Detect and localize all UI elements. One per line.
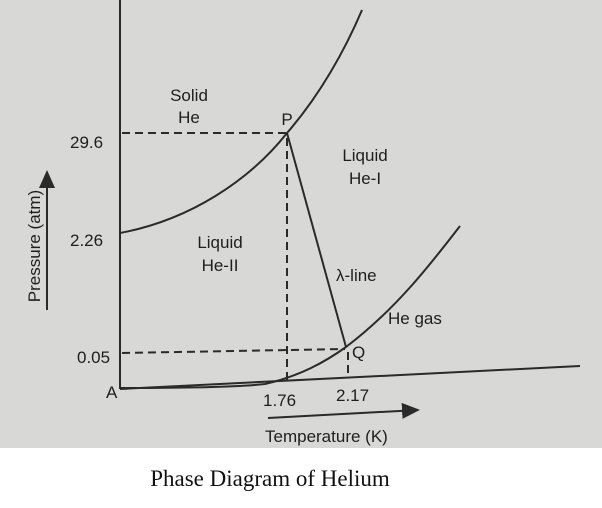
x-tick-label: 2.17 (336, 386, 369, 405)
point-label: Q (352, 343, 365, 362)
region-label: Liquid (342, 146, 387, 165)
x-axis-title: Temperature (K) (265, 427, 388, 446)
x-tick-label: 1.76 (263, 391, 296, 410)
region-label: Solid (170, 86, 208, 105)
point-label: P (281, 110, 292, 129)
region-label: He-I (349, 169, 381, 188)
y-tick-label: 29.6 (70, 133, 103, 152)
vapor-curve (119, 225, 461, 389)
region-label: Liquid (197, 233, 242, 252)
x-arrow (267, 402, 420, 419)
y-tick-label: 2.26 (70, 231, 103, 250)
lambda-line (286, 132, 347, 348)
y-tick-label: 0.05 (77, 348, 110, 367)
caption: Phase Diagram of Helium (150, 466, 390, 491)
guide-0-05 (121, 348, 346, 354)
line-label: λ-line (336, 266, 377, 285)
origin-label: A (106, 383, 118, 402)
x-axis (119, 365, 581, 390)
region-label: He-II (202, 256, 239, 275)
region-label: He (178, 108, 200, 127)
y-axis-title: Pressure (atm) (25, 190, 44, 302)
region-label: He gas (388, 309, 442, 328)
